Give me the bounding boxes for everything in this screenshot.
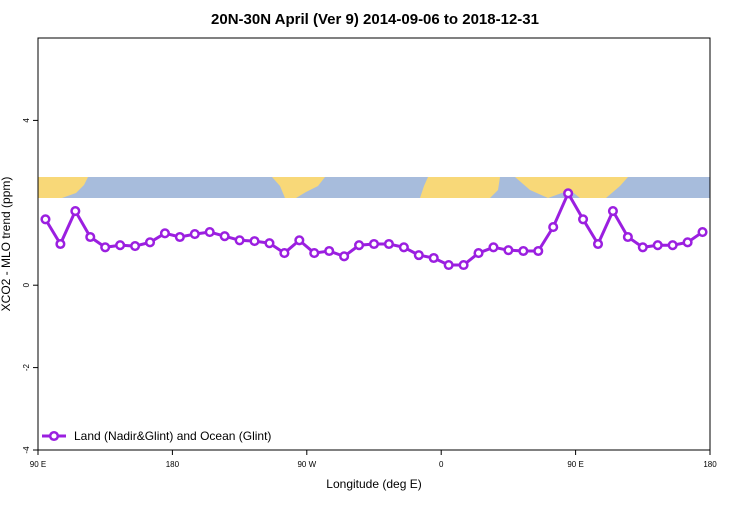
y-axis-label: XCO2 - MLO trend (ppm) (0, 177, 13, 312)
x-tick-label: 180 (703, 460, 717, 469)
data-point (652, 240, 663, 251)
data-point (219, 231, 230, 242)
data-point (85, 231, 96, 243)
data-point (578, 214, 589, 225)
legend-marker (48, 430, 60, 442)
data-point (413, 250, 424, 261)
data-point (204, 227, 215, 238)
x-tick-label: 90 W (297, 460, 316, 469)
data-point (249, 236, 260, 247)
data-point (368, 238, 380, 250)
data-point (637, 242, 648, 253)
x-tick-label: 0 (439, 460, 444, 469)
data-point (443, 259, 454, 271)
chart-title: 20N-30N April (Ver 9) 2014-09-06 to 2018… (211, 11, 539, 28)
data-point (398, 242, 409, 253)
data-point (354, 240, 365, 251)
data-point (234, 235, 245, 246)
data-point (115, 240, 126, 251)
data-point (697, 227, 708, 238)
data-point (279, 248, 290, 259)
data-point (174, 231, 185, 243)
y-tick-label: 0 (22, 282, 31, 287)
legend-label: Land (Nadir&Glint) and Ocean (Glint) (74, 429, 271, 443)
data-point (383, 238, 394, 250)
data-point (592, 238, 604, 250)
data-point (428, 252, 439, 264)
data-point (339, 251, 350, 262)
x-tick-label: 180 (166, 460, 180, 469)
data-point (563, 188, 574, 199)
data-point (55, 238, 66, 250)
data-point (309, 248, 320, 259)
data-point (548, 222, 559, 233)
data-point (100, 242, 111, 253)
data-point (159, 228, 170, 239)
y-tick-label: -2 (22, 363, 31, 371)
data-point (533, 245, 544, 257)
x-tick-label: 90 E (30, 460, 46, 469)
data-point (607, 205, 618, 217)
data-point (518, 245, 529, 257)
x-axis-label: Longitude (deg E) (326, 477, 421, 491)
y-tick-label: 4 (22, 118, 31, 123)
plot-frame (37, 37, 711, 451)
data-point (130, 241, 141, 252)
data-point (473, 248, 484, 259)
data-point (458, 259, 469, 271)
data-point (264, 238, 275, 249)
data-point (144, 237, 156, 248)
data-point (488, 242, 499, 253)
map-strip (38, 177, 710, 198)
data-point (667, 240, 678, 251)
legend: Land (Nadir&Glint) and Ocean (Glint) (42, 429, 271, 443)
data-point (682, 237, 693, 248)
data-point (40, 214, 51, 225)
data-point (503, 245, 514, 256)
x-tick-label: 90 E (567, 460, 583, 469)
y-tick-label: -4 (22, 446, 31, 454)
series-line (44, 190, 704, 267)
data-point (324, 245, 335, 257)
data-point (70, 205, 81, 217)
data-point (189, 229, 200, 240)
data-point (622, 231, 633, 243)
data-point (294, 235, 305, 246)
